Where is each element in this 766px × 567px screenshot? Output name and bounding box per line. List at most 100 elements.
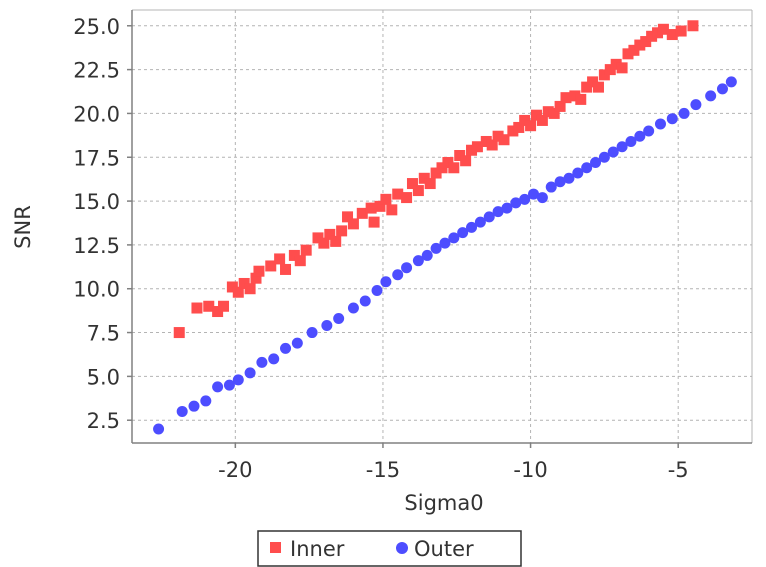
outer-point <box>188 400 200 412</box>
x-tick-label: -15 <box>366 458 400 482</box>
inner-point <box>569 90 581 102</box>
inner-point <box>675 25 687 37</box>
inner-point <box>392 188 404 200</box>
outer-point <box>306 327 318 339</box>
y-tick-label: 2.5 <box>87 409 120 433</box>
inner-point <box>519 114 531 126</box>
inner-point <box>401 192 413 204</box>
outer-point <box>291 337 303 349</box>
inner-point <box>418 172 430 184</box>
inner-point <box>294 255 306 267</box>
inner-point <box>622 48 634 60</box>
legend-inner-label: Inner <box>290 537 345 561</box>
outer-point <box>244 367 256 379</box>
inner-point <box>616 62 628 74</box>
inner-point <box>442 157 454 169</box>
inner-point <box>480 135 492 147</box>
outer-point <box>212 381 224 393</box>
outer-point <box>401 262 413 274</box>
outer-point <box>634 130 646 142</box>
inner-point <box>542 106 554 118</box>
outer-point <box>716 83 728 95</box>
inner-point <box>628 44 640 56</box>
inner-point <box>525 120 537 132</box>
y-axis-label: SNR <box>11 205 35 249</box>
inner-point <box>218 300 230 312</box>
inner-point <box>232 286 244 298</box>
outer-point <box>333 313 345 325</box>
inner-point <box>507 125 519 137</box>
outer-point <box>466 221 478 233</box>
y-tick-label: 25.0 <box>73 15 120 39</box>
outer-point <box>439 237 451 249</box>
inner-point <box>288 249 300 261</box>
inner-point <box>448 162 460 174</box>
inner-point <box>253 265 265 277</box>
inner-point <box>238 277 250 289</box>
inner-point <box>513 121 525 133</box>
inner-point <box>226 281 238 293</box>
outer-point <box>256 356 268 368</box>
inner-point <box>280 263 292 275</box>
series-inner <box>173 20 699 339</box>
inner-point <box>587 76 599 88</box>
outer-point <box>528 188 540 200</box>
inner-point <box>598 69 610 81</box>
outer-point <box>457 227 469 239</box>
outer-point <box>654 118 666 130</box>
inner-point <box>406 178 418 190</box>
inner-point <box>347 218 359 230</box>
outer-point <box>176 405 188 417</box>
outer-point <box>321 320 333 332</box>
outer-point <box>545 181 557 193</box>
tick-labels: -20 -15 -10 -5 2.5 5.0 7.5 10.0 12.5 15.0 17.5 20.0… <box>73 15 688 482</box>
outer-point <box>572 167 584 179</box>
y-tick-label: 12.5 <box>73 234 120 258</box>
legend-box <box>257 530 522 567</box>
legend-inner-marker <box>270 542 281 553</box>
inner-point <box>646 30 658 42</box>
inner-point <box>466 144 478 156</box>
outer-point <box>392 269 404 281</box>
outer-point <box>563 172 575 184</box>
outer-point <box>625 135 637 147</box>
outer-point <box>536 192 548 204</box>
inner-point <box>436 162 448 174</box>
inner-point <box>610 58 622 70</box>
inner-point <box>412 185 424 197</box>
x-tick-label: -5 <box>668 458 689 482</box>
inner-point <box>460 155 472 167</box>
inner-point <box>581 81 593 93</box>
y-tick-label: 10.0 <box>73 278 120 302</box>
inner-point <box>365 202 377 214</box>
outer-point <box>616 141 628 153</box>
y-tick-label: 5.0 <box>87 365 120 389</box>
outer-point <box>232 374 244 386</box>
outer-point <box>725 76 737 88</box>
outer-point <box>347 302 359 314</box>
inner-point <box>330 235 342 247</box>
inner-point <box>536 114 548 126</box>
outer-point <box>153 423 165 435</box>
outer-point <box>359 295 371 307</box>
x-tick-label: -10 <box>513 458 547 482</box>
inner-point <box>424 178 436 190</box>
inner-point <box>454 150 466 162</box>
inner-point <box>560 92 572 104</box>
outer-point <box>492 206 504 218</box>
inner-point <box>652 27 664 39</box>
inner-point <box>592 81 604 93</box>
inner-point <box>575 93 587 105</box>
inner-point <box>380 193 392 205</box>
inner-point <box>486 139 498 151</box>
series-outer <box>153 76 737 435</box>
outer-point <box>666 113 678 125</box>
inner-point <box>430 167 442 179</box>
legend-outer-label: Outer <box>414 537 474 561</box>
inner-point <box>640 36 652 48</box>
outer-point <box>643 125 655 137</box>
y-tick-label: 20.0 <box>73 102 120 126</box>
y-tick-label: 15.0 <box>73 190 120 214</box>
outer-point <box>268 353 280 365</box>
